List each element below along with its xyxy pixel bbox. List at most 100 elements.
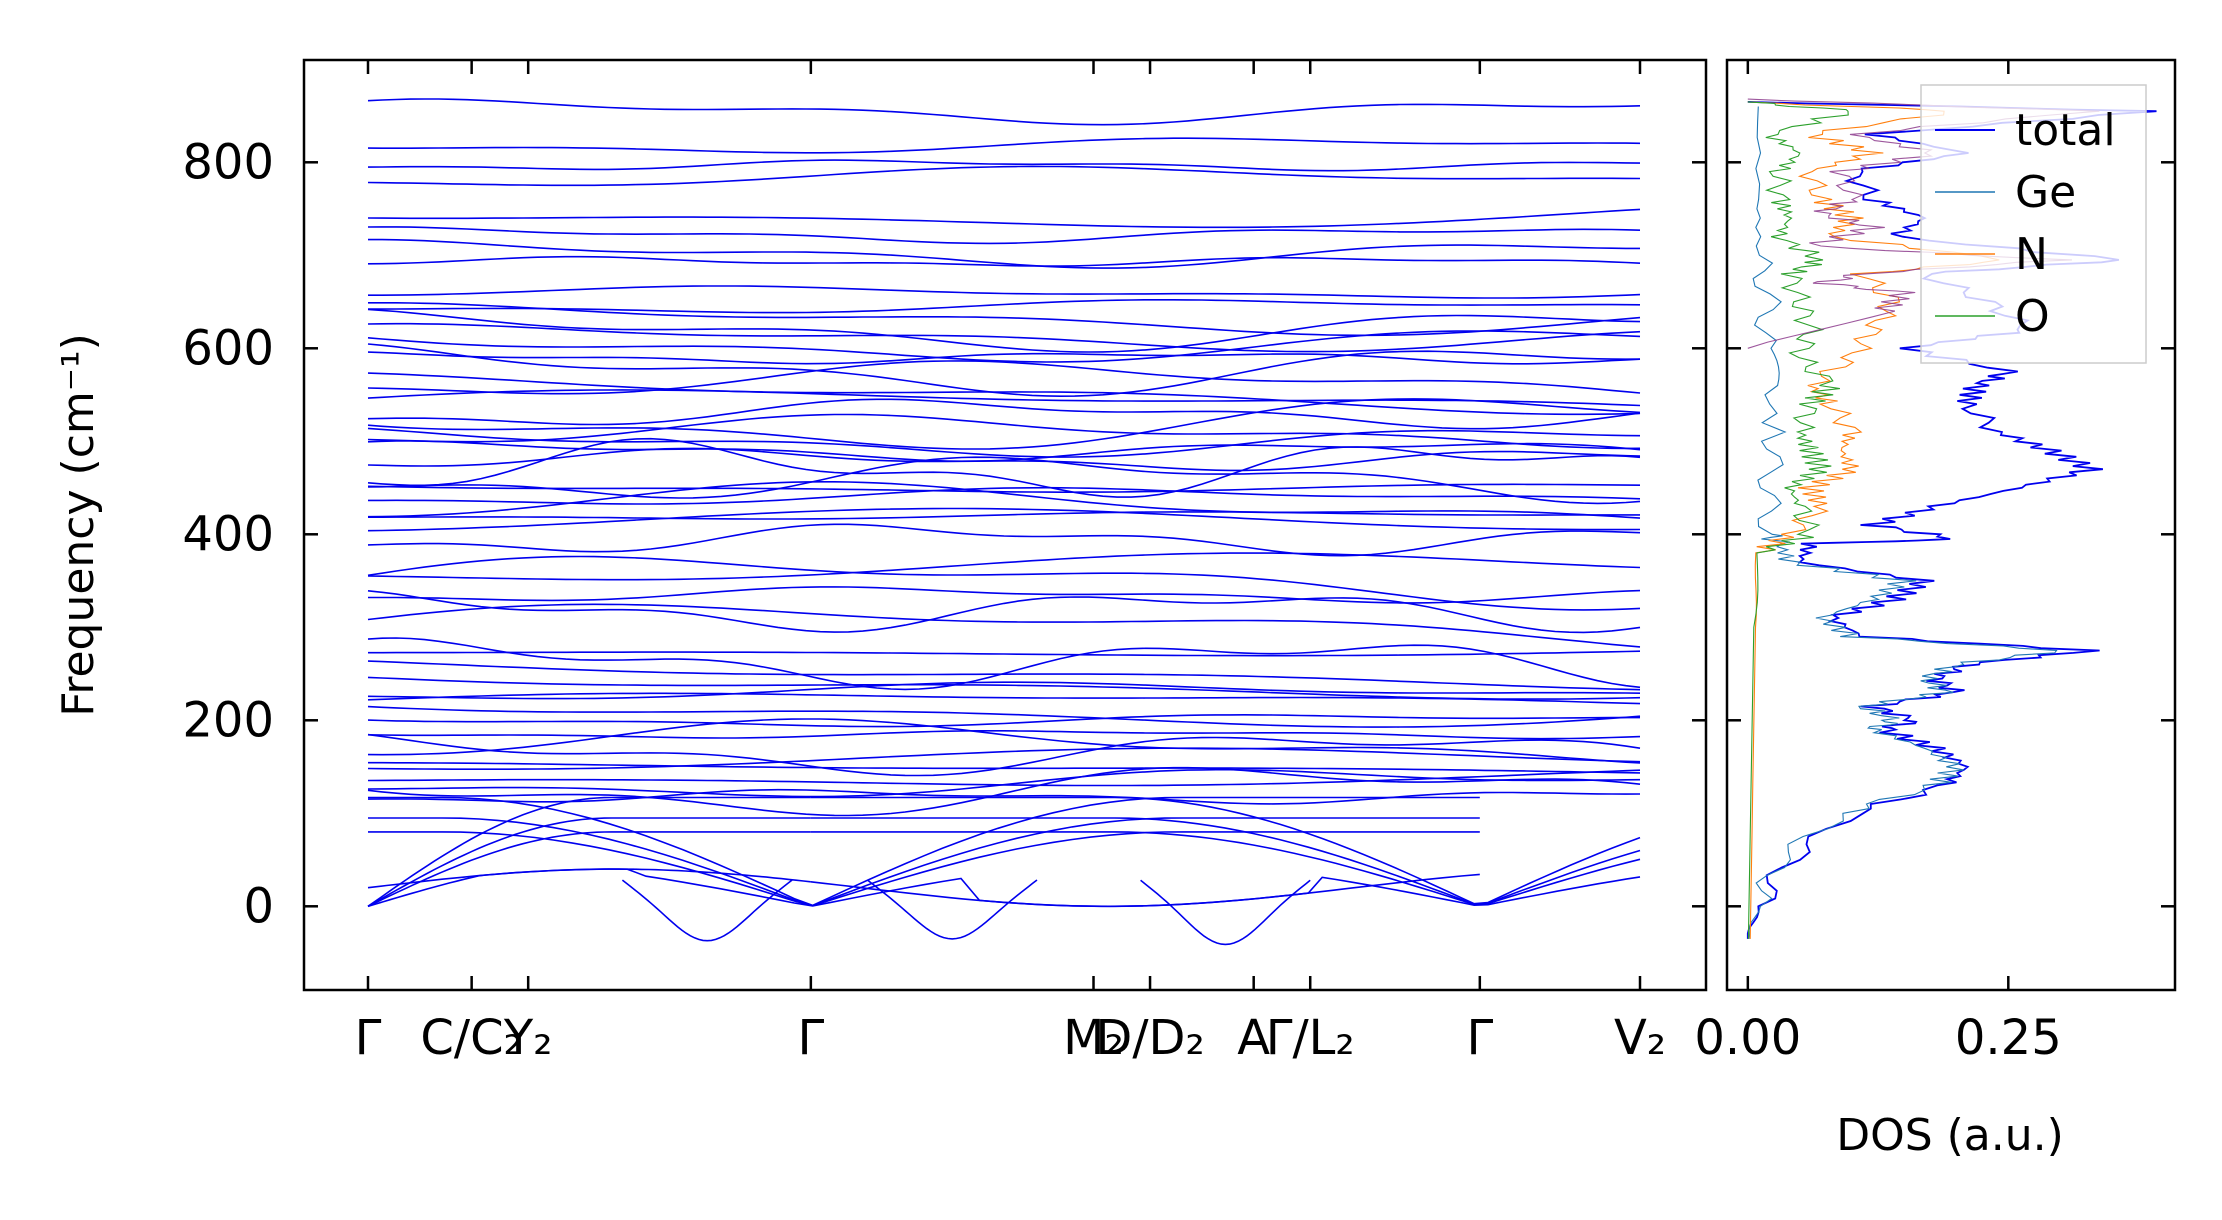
band-line xyxy=(367,681,1641,700)
y-tick-label: 0 xyxy=(243,878,274,934)
band-line xyxy=(368,301,1641,337)
legend-label: Ge xyxy=(2015,167,2076,218)
band-line xyxy=(368,650,1641,657)
imaginary-mode xyxy=(621,879,793,942)
band-line xyxy=(367,398,1641,430)
band-line xyxy=(367,165,1641,187)
band-line xyxy=(367,766,1641,817)
y-axis-label: Frequency (cm⁻¹) xyxy=(53,333,104,717)
band-line xyxy=(367,226,1641,245)
acoustic-branch xyxy=(367,831,811,908)
band-plot-frame xyxy=(302,58,1708,992)
dos-x-tick-label: 0.25 xyxy=(1955,1010,2062,1066)
dos-lines xyxy=(1746,98,2157,939)
band-line xyxy=(367,507,1641,532)
y-tick-label: 800 xyxy=(182,134,274,190)
band-line xyxy=(367,98,1641,126)
dos-panel: 0.00 0.25 DOS (a.u.) total Ge NO xyxy=(1694,58,2177,1161)
y-tick-label: 400 xyxy=(182,506,274,562)
acoustic-branch xyxy=(368,831,1480,907)
band-line xyxy=(367,398,1641,450)
band-line xyxy=(368,298,1641,314)
band-line xyxy=(368,586,1641,604)
dos-y-axis xyxy=(1727,161,2175,908)
band-line xyxy=(367,456,1641,505)
band-line xyxy=(367,427,1641,458)
band-line xyxy=(367,729,1641,740)
dos-series-n xyxy=(1747,101,2000,939)
band-line xyxy=(367,437,1641,498)
band-line xyxy=(367,590,1641,634)
acoustic-branch xyxy=(810,796,1641,905)
band-line xyxy=(367,322,1641,353)
x-tick-label: D/D₂ xyxy=(1095,1010,1204,1066)
legend-label: total xyxy=(2015,105,2116,156)
dos-series-o xyxy=(1747,101,1849,939)
band-line xyxy=(367,308,1641,353)
band-line xyxy=(367,603,1641,648)
dos-series-ge xyxy=(1748,106,2058,939)
dos-x-axis: 0.00 0.25 xyxy=(1694,60,2062,1066)
band-line xyxy=(367,483,1641,494)
band-line xyxy=(367,389,1641,407)
band-line xyxy=(367,523,1641,557)
legend-label: O xyxy=(2015,291,2050,342)
band-line xyxy=(368,761,1641,774)
acoustic-branch xyxy=(368,817,1480,907)
band-line xyxy=(367,768,1641,798)
x-tick-label: C/C₂ xyxy=(420,1010,522,1066)
band-line xyxy=(367,255,1641,267)
x-tick-label: Γ xyxy=(355,1010,382,1066)
imaginary-mode xyxy=(866,879,1038,940)
acoustic-branch xyxy=(367,796,811,907)
dos-series-overlay xyxy=(1747,98,2100,349)
x-tick-label: Y₂ xyxy=(503,1010,553,1066)
band-line xyxy=(367,360,1641,395)
x-tick-label: Γ xyxy=(797,1010,824,1066)
band-line xyxy=(367,747,1641,771)
acoustic-branch xyxy=(810,876,1641,908)
band-line xyxy=(367,555,1641,611)
x-tick-label: A xyxy=(1237,1010,1270,1066)
y-tick-label: 600 xyxy=(182,320,274,376)
band-line xyxy=(367,343,1641,398)
band-line xyxy=(367,552,1641,581)
band-line xyxy=(368,238,1640,269)
band-line xyxy=(367,208,1641,229)
band-line xyxy=(368,285,1641,299)
band-line xyxy=(368,486,1641,505)
x-tick-label: V₂ xyxy=(1614,1010,1666,1066)
band-line xyxy=(367,159,1641,172)
band-line xyxy=(367,351,1641,365)
legend-label: N xyxy=(2015,229,2048,280)
dos-series-total xyxy=(1746,101,2157,939)
band-y-axis: 0 200 400 600 800 xyxy=(182,134,1706,934)
x-tick-label: Γ xyxy=(1466,1010,1493,1066)
legend-entries: total Ge NO xyxy=(1935,105,2116,342)
x-tick-label: Γ/L₂ xyxy=(1266,1010,1355,1066)
band-line xyxy=(367,330,1641,363)
band-line xyxy=(367,413,1641,450)
band-line xyxy=(367,137,1641,154)
band-line xyxy=(367,718,1641,764)
dos-x-tick-label: 0.00 xyxy=(1694,1010,1801,1066)
x-axis-label-dos: DOS (a.u.) xyxy=(1836,1110,2064,1161)
band-line xyxy=(367,788,1641,805)
acoustic-branch xyxy=(810,831,1641,906)
band-line xyxy=(367,660,1641,691)
dos-plot-frame xyxy=(1725,58,2177,992)
band-line xyxy=(367,705,1641,728)
band-line xyxy=(367,692,1641,705)
dos-legend: total Ge NO xyxy=(1920,84,2147,364)
band-line xyxy=(367,372,1641,416)
acoustic-branch xyxy=(810,817,1641,906)
x-tick-label: M₂ xyxy=(1063,1010,1124,1066)
acoustic-branch xyxy=(368,796,1480,907)
band-line xyxy=(368,511,1640,520)
band-lines xyxy=(367,98,1641,946)
imaginary-mode xyxy=(1140,879,1311,946)
